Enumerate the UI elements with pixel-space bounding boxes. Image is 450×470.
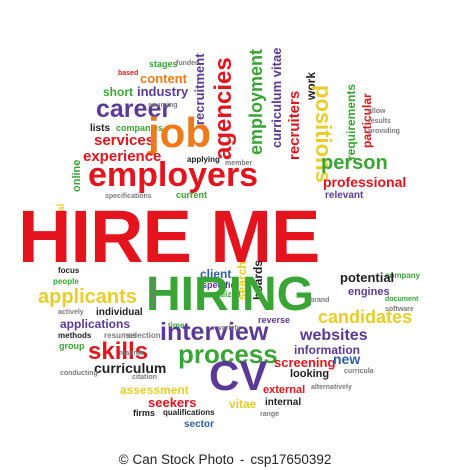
word-sourcing: sourcing bbox=[148, 102, 178, 109]
word-current: current bbox=[176, 190, 208, 200]
word-assessment: assessment bbox=[120, 383, 189, 397]
word-allow: allow bbox=[368, 108, 386, 115]
word-process: process bbox=[178, 339, 278, 369]
word-hiring: HIRING bbox=[146, 268, 314, 321]
word-conducting: conducting bbox=[60, 370, 98, 377]
word-curriculum: curriculum bbox=[94, 360, 167, 376]
credit-separator: - bbox=[239, 452, 245, 467]
word-external: external bbox=[263, 384, 306, 396]
copyright-symbol: © bbox=[118, 452, 129, 467]
word-websites: websites bbox=[300, 327, 368, 344]
word-relevant: relevant bbox=[325, 190, 364, 201]
word-interview: interview bbox=[160, 318, 269, 346]
word-agencies: agencies bbox=[210, 57, 237, 160]
word-information: information bbox=[294, 343, 360, 357]
word-sector: sector bbox=[184, 419, 215, 430]
word-short: short bbox=[103, 85, 133, 99]
word-cv: CV bbox=[209, 352, 268, 399]
word-client: client bbox=[200, 267, 232, 281]
word-seekers: seekers bbox=[148, 395, 197, 410]
word-stages: stages bbox=[149, 59, 178, 69]
word-specifications: specifications bbox=[105, 193, 152, 200]
word-specialized: specialized bbox=[198, 290, 241, 299]
word-curriculum-vitae: curriculum vitae bbox=[269, 47, 284, 148]
word-candidates: candidates bbox=[318, 307, 413, 327]
word-companies: companies bbox=[116, 123, 164, 133]
word-variety: variety bbox=[218, 325, 241, 332]
word-employers: employers bbox=[88, 156, 259, 194]
word-specific: specific bbox=[202, 280, 236, 290]
word-resumes: resumes bbox=[104, 331, 137, 340]
stock-credit-line: © Can Stock Photo - csp17650392 bbox=[0, 449, 450, 470]
word-professional: professional bbox=[323, 174, 407, 190]
word-curricula: curricula bbox=[344, 368, 374, 375]
word-member: member bbox=[225, 160, 253, 167]
word-screening: screening bbox=[274, 355, 336, 370]
word-vitae: vitae bbox=[229, 397, 257, 411]
word-applications: applications bbox=[60, 317, 131, 331]
word-actively: actively bbox=[58, 309, 84, 316]
word-internal: internal bbox=[265, 397, 302, 408]
word-job: job bbox=[148, 109, 211, 156]
word-online: online bbox=[71, 159, 83, 192]
credit-agency: Can Stock Photo bbox=[132, 452, 234, 467]
word-software: software bbox=[385, 306, 414, 313]
word-individual: individual bbox=[96, 307, 143, 318]
word-alternatively: alternatively bbox=[311, 384, 352, 391]
word-recruiters: recruiters bbox=[286, 90, 303, 160]
word-document: document bbox=[385, 296, 419, 303]
word-range: range bbox=[260, 411, 280, 418]
word-reverse: reverse bbox=[258, 315, 291, 325]
word-services: services bbox=[94, 132, 155, 149]
word-brand: brand bbox=[310, 297, 330, 304]
word-time: time bbox=[168, 321, 185, 330]
word-people: people bbox=[53, 277, 79, 286]
word-industry: industry bbox=[137, 84, 189, 99]
word-experience: experience bbox=[83, 148, 162, 165]
word-manner: manner bbox=[119, 350, 145, 357]
word-skills: skills bbox=[88, 338, 149, 365]
word-company: company bbox=[385, 271, 421, 280]
word-selection: selection bbox=[126, 331, 161, 340]
word-firms: firms bbox=[133, 408, 156, 418]
word-requirements: requirements bbox=[344, 83, 358, 160]
word-employment: employment bbox=[246, 48, 266, 155]
word-focus: focus bbox=[58, 266, 80, 275]
word-engines: engines bbox=[348, 286, 390, 298]
word-cloud: stages funded based content short indust… bbox=[18, 47, 421, 430]
word-qualifications: qualifications bbox=[163, 408, 215, 417]
word-new: new bbox=[333, 351, 361, 367]
word-based: based bbox=[118, 70, 139, 77]
word-hire-me: HIRE ME bbox=[18, 195, 320, 278]
word-person: person bbox=[321, 152, 388, 174]
word-citation: citation bbox=[132, 374, 157, 381]
credit-image-id: csp17650392 bbox=[250, 452, 332, 467]
word-potential: potential bbox=[340, 270, 395, 285]
word-content: content bbox=[140, 71, 187, 86]
word-contact: contact bbox=[149, 279, 158, 308]
word-career: career bbox=[96, 95, 172, 123]
word-looking: looking bbox=[290, 368, 330, 380]
word-results: results bbox=[368, 118, 391, 125]
word-applicants: applicants bbox=[38, 286, 137, 308]
word-lists: lists bbox=[90, 123, 111, 134]
word-applying: applying bbox=[187, 155, 220, 164]
word-providing: providing bbox=[368, 128, 400, 135]
word-methods: methods bbox=[58, 331, 92, 340]
word-funded: funded bbox=[176, 60, 200, 67]
word-group: group bbox=[59, 341, 85, 351]
